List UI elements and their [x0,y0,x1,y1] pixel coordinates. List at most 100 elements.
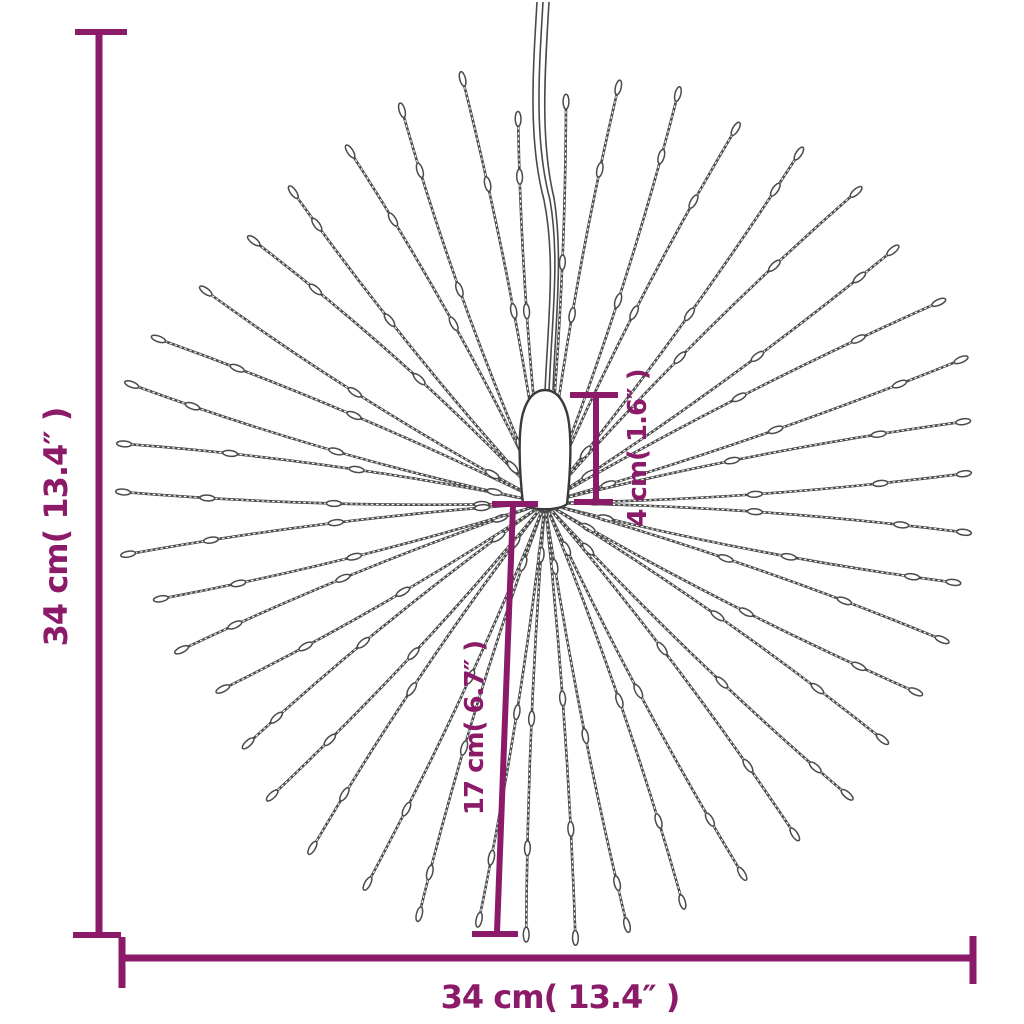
led-bulb [412,372,426,386]
led-bulb [346,410,362,421]
branch-rope-texture [544,502,943,641]
led-bulb [840,788,854,801]
branch-rope-texture [544,502,848,796]
led-bulb [710,610,725,622]
led-bulb [152,594,169,603]
led-bulb [738,607,754,618]
led-bulb [614,692,624,709]
led-bulb [678,894,687,910]
led-bulb [567,820,575,838]
height-dimension [73,29,127,938]
branch-rope-texture [131,383,546,504]
led-bulb [287,185,299,200]
branch-rope-texture [401,110,546,504]
led-bulb [522,926,530,943]
led-bulb [891,379,908,389]
led-bulb [955,469,973,478]
led-bulb [629,305,640,321]
led-bulb [150,334,167,344]
led-bulb [581,728,590,745]
led-bulb [114,488,132,496]
light-branch [160,501,546,601]
led-bulb [750,350,765,363]
branch-rope-texture [292,191,546,504]
drop-dimension-label: 17 cm( 6.7″ ) [460,640,490,816]
led-bulb [736,866,748,882]
led-bulb [347,386,362,398]
light-branch [131,383,546,505]
led-bulb [335,573,351,583]
led-bulb [459,740,469,756]
led-bulb [746,490,764,498]
led-bulb [849,185,863,198]
light-branch [544,502,796,836]
led-bulb [904,572,921,581]
branch-rope-texture [367,502,546,884]
light-branch [544,501,884,741]
led-bulb [934,635,950,645]
led-bulb [123,380,140,389]
led-bulb [120,550,137,559]
led-bulb [473,503,491,512]
led-bulb [931,297,947,308]
led-bulb [955,528,973,537]
led-bulb [311,217,323,232]
led-bulb [425,864,434,881]
led-bulb [346,552,363,561]
led-bulb [513,704,521,721]
led-bulb [808,761,822,774]
led-bulb [487,849,496,866]
width-dimension [118,936,977,988]
led-bulb [945,578,962,587]
led-bulb [886,244,900,257]
led-bulb [893,521,910,529]
led-bulb [407,647,420,661]
light-branch [252,239,546,504]
led-bulb [184,401,201,411]
branch-rope-texture [544,502,883,740]
led-bulb [780,552,797,561]
led-bulb [348,465,365,474]
led-bulb [383,313,396,327]
led-bulb [955,417,972,426]
power-cable [532,1,560,393]
led-bulb [654,813,663,829]
led-bulb [870,430,887,439]
led-bulb [415,906,424,923]
led-bulb [484,469,500,480]
led-bulb [515,168,524,185]
led-bulb [325,499,343,508]
led-bulb [793,146,805,161]
led-bulb [872,479,889,488]
led-bulb [395,586,411,598]
branch-rope-texture [253,240,546,504]
led-bulb [908,687,924,697]
led-bulb [406,681,418,697]
led-bulb [836,596,853,606]
height-dimension-label: 34 cm( 13.4″ ) [37,407,75,647]
led-bulb [742,758,754,773]
led-bulb [613,292,623,309]
led-bulb [613,875,622,892]
led-bulb [483,176,492,193]
led-bulb [344,144,356,159]
led-bulb [767,259,781,272]
led-bulb [527,710,536,727]
led-bulb [514,110,522,128]
led-bulb [265,789,279,802]
led-bulb [298,641,314,652]
led-bulb [115,440,133,448]
led-bulb [953,355,969,365]
led-bulb [558,690,567,707]
branch-rope-texture [222,502,546,690]
led-bulb [522,303,531,320]
led-bulb [327,518,344,527]
width-dimension-label: 34 cm( 13.4″ ) [440,978,681,1016]
branch-rope-texture [123,491,546,506]
led-bulb [731,392,747,403]
branch-rope-texture [544,502,796,835]
led-bulb [362,876,373,892]
led-bulb [328,447,345,456]
led-bulb [221,449,239,458]
